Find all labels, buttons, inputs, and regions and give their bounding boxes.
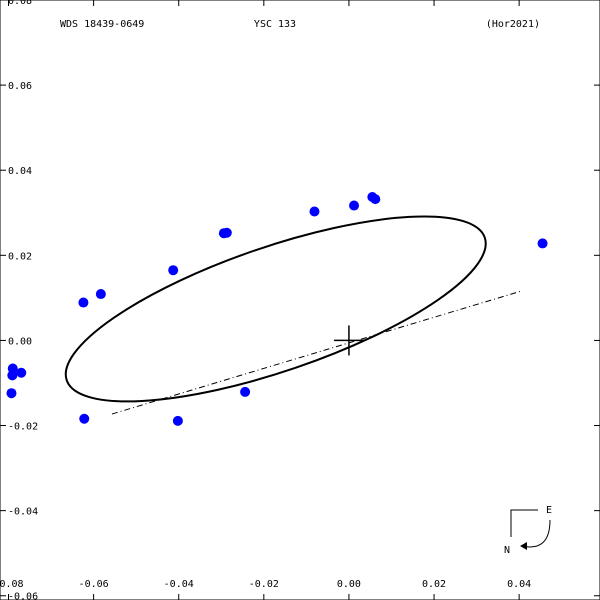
y-tick-label: 0.08	[8, 0, 32, 7]
y-tick-label: -0.02	[8, 422, 38, 433]
observation-point	[95, 289, 106, 300]
y-tick-label: 0.00	[8, 336, 32, 347]
observation-point	[79, 413, 90, 424]
y-tick-label: 0.06	[8, 81, 32, 92]
header-center-text: YSC 133	[254, 19, 296, 30]
observation-point	[78, 297, 89, 308]
x-tick-label: 0.04	[507, 579, 531, 590]
line-of-nodes	[111, 290, 522, 415]
y-tick-label: 0.04	[8, 166, 32, 177]
header-right-text: (Hor2021)	[486, 19, 540, 30]
compass-arrowhead-icon	[520, 542, 527, 550]
observation-point	[16, 367, 27, 378]
orbit-ellipse	[64, 215, 487, 403]
header-left-text: WDS 18439-0649	[60, 19, 144, 30]
observation-point	[7, 370, 18, 381]
compass: E N	[504, 505, 552, 556]
y-tick-label: 0.02	[8, 251, 32, 262]
y-tick-label: -0.04	[8, 507, 38, 518]
compass-axes	[510, 509, 538, 537]
compass-east-label: E	[546, 505, 552, 516]
compass-north-label: N	[504, 545, 510, 556]
x-tick-label: -0.02	[249, 579, 279, 590]
x-tick-label: -0.08	[0, 579, 24, 590]
y-tick-label: -0.06	[8, 592, 38, 600]
observations	[6, 192, 548, 426]
observation-point	[218, 228, 229, 239]
axis-tick-labels: -0.08 -0.06 -0.04 -0.02 0.00 0.02 0.04 0.08 0.06…	[0, 0, 531, 600]
observation-point	[370, 194, 381, 205]
observation-point	[168, 265, 179, 276]
observation-point	[537, 238, 548, 249]
x-tick-label: -0.06	[79, 579, 109, 590]
x-tick-label: 0.00	[337, 579, 361, 590]
x-tick-label: -0.04	[164, 579, 194, 590]
observation-point	[309, 206, 320, 217]
x-tick-label: 0.02	[422, 579, 446, 590]
observation-point	[6, 388, 17, 399]
observation-point	[240, 386, 251, 397]
observation-point	[349, 200, 360, 211]
primary-star-cross	[333, 325, 364, 356]
observation-point	[172, 415, 183, 426]
